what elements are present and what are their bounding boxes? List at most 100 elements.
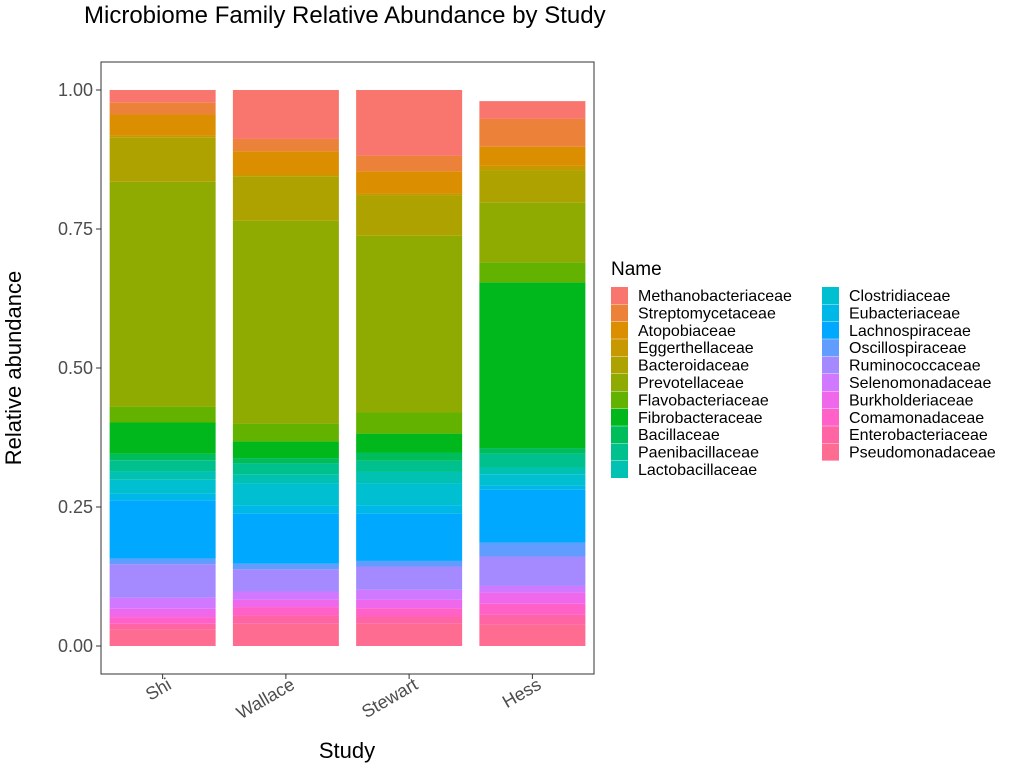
legend-label-prevotellaceae: Prevotellaceae bbox=[638, 375, 744, 392]
legend-label-bacillaceae: Bacillaceae bbox=[638, 427, 720, 444]
bar-segment-hess-ruminococcaceae bbox=[479, 556, 586, 586]
bar-segment-stewart-clostridiaceae bbox=[356, 483, 463, 506]
legend-swatch-lachnospiraceae bbox=[822, 321, 839, 339]
legend-items: MethanobacteriaceaeStreptomycetaceaeAtop… bbox=[611, 287, 996, 479]
legend-label-burkholderiaceae: Burkholderiaceae bbox=[849, 392, 974, 409]
x-axis-title: Study bbox=[319, 738, 375, 763]
bar-segment-shi-eggerthellaceae bbox=[109, 135, 216, 138]
x-axis: Shi Wallace Stewart Hess bbox=[142, 674, 544, 723]
chart-title: Microbiome Family Relative Abundance by … bbox=[84, 2, 606, 29]
legend-label-streptomycetaceae: Streptomycetaceae bbox=[638, 305, 776, 322]
bar-segment-shi-fibrobacteraceae bbox=[109, 422, 216, 454]
bars-layer bbox=[109, 90, 586, 646]
legend-label-flavobacteriaceae: Flavobacteriaceae bbox=[638, 392, 769, 409]
bar-segment-wallace-lachnospiraceae bbox=[232, 513, 339, 564]
legend-swatch-eggerthellaceae bbox=[611, 339, 628, 357]
bar-segment-hess-flavobacteriaceae bbox=[479, 262, 586, 283]
bar-segment-wallace-streptomycetaceae bbox=[232, 138, 339, 152]
legend-label-ruminococcaceae: Ruminococcaceae bbox=[849, 358, 981, 375]
y-axis: 0.00 0.25 0.50 0.75 1.00 bbox=[58, 80, 101, 656]
bar-segment-stewart-bacteroidaceae bbox=[356, 195, 463, 236]
bar-segment-shi-bacteroidaceae bbox=[109, 137, 216, 182]
legend-swatch-comamonadaceae bbox=[822, 408, 839, 426]
bar-segment-shi-streptomycetaceae bbox=[109, 102, 216, 115]
y-tick-label: 1.00 bbox=[58, 80, 93, 100]
legend-swatch-methanobacteriaceae bbox=[611, 287, 628, 304]
x-tick-label-shi: Shi bbox=[142, 674, 175, 704]
bar-segment-shi-enterobacteriaceae bbox=[109, 623, 216, 630]
bar-segment-hess-oscillospiraceae bbox=[479, 542, 586, 557]
bar-segment-stewart-bacillaceae bbox=[356, 452, 463, 461]
y-axis-title: Relative abundance bbox=[1, 271, 26, 465]
legend-label-clostridiaceae: Clostridiaceae bbox=[849, 288, 950, 305]
legend-label-eubacteriaceae: Eubacteriaceae bbox=[849, 305, 960, 322]
bar-segment-wallace-eggerthellaceae bbox=[232, 174, 339, 177]
bar-segment-hess-selenomonadaceae bbox=[479, 585, 586, 593]
legend-swatch-flavobacteriaceae bbox=[611, 391, 628, 409]
bar-segment-wallace-prevotellaceae bbox=[232, 220, 339, 424]
bar-segment-hess-atopobiaceae bbox=[479, 146, 586, 166]
bar-segment-stewart-lachnospiraceae bbox=[356, 513, 463, 561]
bar-segment-wallace-eubacteriaceae bbox=[232, 505, 339, 514]
bar-segment-wallace-comamonadaceae bbox=[232, 607, 339, 616]
bar-segment-hess-bacteroidaceae bbox=[479, 170, 586, 203]
bar-segment-stewart-eggerthellaceae bbox=[356, 193, 463, 196]
bar-segment-hess-streptomycetaceae bbox=[479, 118, 586, 147]
bar-segment-wallace-methanobacteriaceae bbox=[232, 90, 339, 139]
bar-segment-wallace-paenibacillaceae bbox=[232, 463, 339, 475]
bar-segment-stewart-enterobacteriaceae bbox=[356, 616, 463, 624]
legend-swatch-selenomonadaceae bbox=[822, 374, 839, 391]
bar-segment-hess-prevotellaceae bbox=[479, 202, 586, 263]
x-tick-label-stewart: Stewart bbox=[358, 674, 421, 722]
legend-swatch-burkholderiaceae bbox=[822, 391, 839, 409]
bar-segment-hess-clostridiaceae bbox=[479, 474, 586, 486]
bar-segment-wallace-bacillaceae bbox=[232, 458, 339, 464]
bar-segment-stewart-selenomonadaceae bbox=[356, 589, 463, 600]
legend-label-lactobacillaceae: Lactobacillaceae bbox=[638, 462, 757, 479]
bar-segment-hess-burkholderiaceae bbox=[479, 592, 586, 604]
bar-segment-shi-clostridiaceae bbox=[109, 479, 216, 494]
bar-segment-stewart-burkholderiaceae bbox=[356, 599, 463, 609]
bar-segment-shi-oscillospiraceae bbox=[109, 558, 216, 565]
bar-segment-shi-prevotellaceae bbox=[109, 181, 216, 407]
bar-segment-stewart-pseudomonadaceae bbox=[356, 623, 463, 646]
bar-segment-stewart-oscillospiraceae bbox=[356, 560, 463, 567]
legend-swatch-clostridiaceae bbox=[822, 287, 839, 304]
bar-segment-stewart-streptomycetaceae bbox=[356, 155, 463, 172]
legend-label-comamonadaceae: Comamonadaceae bbox=[849, 410, 984, 427]
bar-segment-shi-eubacteriaceae bbox=[109, 493, 216, 501]
bar-segment-stewart-methanobacteriaceae bbox=[356, 90, 463, 156]
legend-label-oscillospiraceae: Oscillospiraceae bbox=[849, 340, 966, 357]
bar-segment-wallace-clostridiaceae bbox=[232, 483, 339, 506]
legend-swatch-streptomycetaceae bbox=[611, 304, 628, 322]
bar-segment-wallace-lactobacillaceae bbox=[232, 474, 339, 484]
legend-label-enterobacteriaceae: Enterobacteriaceae bbox=[849, 427, 988, 444]
bar-segment-hess-paenibacillaceae bbox=[479, 453, 586, 468]
legend-label-eggerthellaceae: Eggerthellaceae bbox=[638, 340, 754, 357]
bar-segment-shi-atopobiaceae bbox=[109, 114, 216, 136]
bar-segment-wallace-pseudomonadaceae bbox=[232, 623, 339, 646]
y-tick-label: 0.50 bbox=[58, 358, 93, 378]
x-tick-label-wallace: Wallace bbox=[233, 674, 298, 723]
y-tick-label: 0.25 bbox=[58, 497, 93, 517]
bar-segment-shi-bacillaceae bbox=[109, 453, 216, 461]
bar-segment-hess-pseudomonadaceae bbox=[479, 624, 586, 646]
legend-label-paenibacillaceae: Paenibacillaceae bbox=[638, 445, 759, 462]
bar-segment-hess-bacillaceae bbox=[479, 448, 586, 454]
bar-segment-wallace-fibrobacteraceae bbox=[232, 441, 339, 459]
bar-segment-wallace-enterobacteriaceae bbox=[232, 615, 339, 624]
bar-segment-stewart-comamonadaceae bbox=[356, 608, 463, 617]
legend-label-bacteroidaceae: Bacteroidaceae bbox=[638, 358, 749, 375]
bar-segment-hess-lactobacillaceae bbox=[479, 467, 586, 475]
legend-label-selenomonadaceae: Selenomonadaceae bbox=[849, 375, 991, 392]
bar-segment-wallace-selenomonadaceae bbox=[232, 591, 339, 600]
bar-segment-stewart-ruminococcaceae bbox=[356, 566, 463, 590]
bar-segment-shi-lactobacillaceae bbox=[109, 471, 216, 480]
legend-swatch-eubacteriaceae bbox=[822, 304, 839, 322]
bar-segment-wallace-oscillospiraceae bbox=[232, 563, 339, 570]
legend-swatch-enterobacteriaceae bbox=[822, 426, 839, 444]
legend-swatch-atopobiaceae bbox=[611, 321, 628, 339]
legend-label-atopobiaceae: Atopobiaceae bbox=[638, 323, 736, 340]
legend: Name MethanobacteriaceaeStreptomycetacea… bbox=[611, 259, 996, 479]
y-tick-label: 0.00 bbox=[58, 636, 93, 656]
